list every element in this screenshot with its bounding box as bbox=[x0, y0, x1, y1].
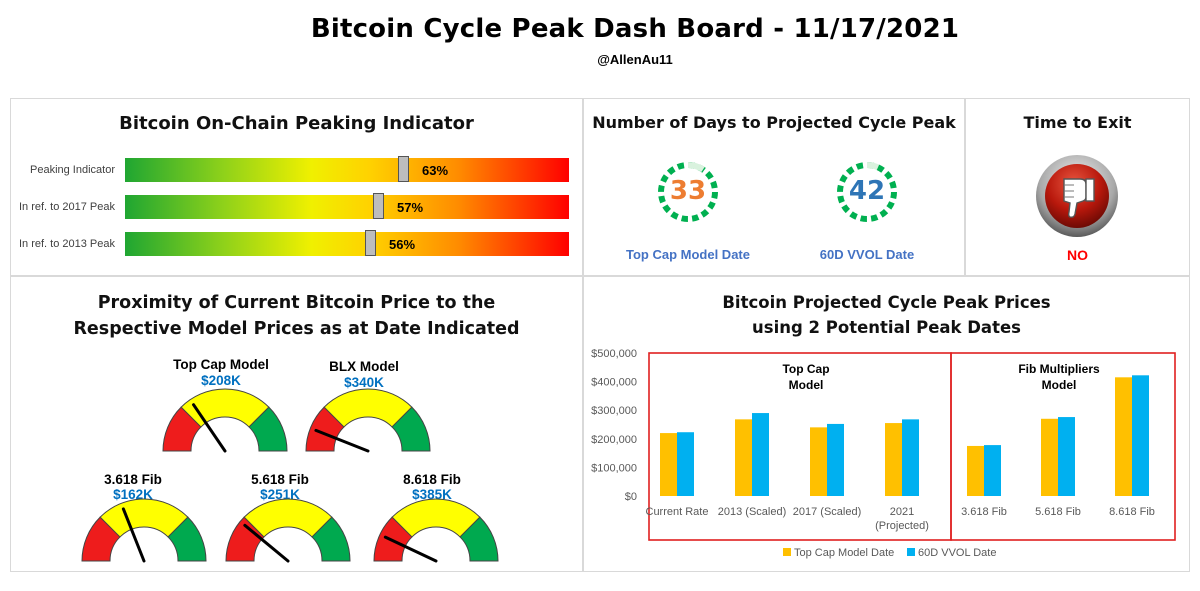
fib-group-box bbox=[950, 352, 1176, 541]
legend-label: Top Cap Model Date bbox=[794, 547, 894, 559]
days-top-cap-label: Top Cap Model Date bbox=[626, 247, 750, 262]
gauge-green-zone bbox=[167, 516, 207, 562]
bar-value: 56% bbox=[389, 237, 416, 252]
gauge-price: $162K bbox=[113, 487, 153, 502]
gauge-price: $208K bbox=[201, 373, 241, 388]
bar bbox=[735, 419, 752, 496]
gauge-price: $340K bbox=[344, 375, 384, 390]
x-tick-label: (Projected) bbox=[875, 520, 929, 532]
proximity-title-line1: Proximity of Current Bitcoin Price to th… bbox=[97, 293, 496, 313]
y-tick-label: $500,000 bbox=[591, 348, 637, 360]
bar bbox=[1058, 417, 1075, 496]
y-tick-label: $100,000 bbox=[591, 462, 637, 474]
bar-marker bbox=[398, 156, 409, 182]
x-tick-label: 3.618 Fib bbox=[961, 506, 1007, 518]
bar bbox=[827, 423, 844, 496]
peaking-indicator-bar: 63% bbox=[125, 156, 569, 182]
days-vvol-value: 42 bbox=[848, 176, 886, 206]
bar bbox=[1132, 375, 1149, 496]
bar-value: 63% bbox=[422, 163, 449, 178]
page-subtitle: @AllenAu11 bbox=[597, 52, 673, 67]
projected-bar-chart: Top Cap Model Fib Multipliers Model $0 $1… bbox=[591, 348, 1176, 559]
group-label-top-cap: Top Cap bbox=[782, 362, 829, 376]
x-tick-label: 2013 (Scaled) bbox=[718, 506, 787, 518]
bar bbox=[1041, 418, 1058, 496]
gauge-needle bbox=[243, 523, 290, 563]
bar-marker bbox=[365, 230, 376, 256]
x-tick-label: 8.618 Fib bbox=[1109, 506, 1155, 518]
exit-status: NO bbox=[1067, 247, 1088, 263]
vvol-dial-icon bbox=[837, 161, 897, 222]
x-tick-label: 5.618 Fib bbox=[1035, 506, 1081, 518]
gauge-price: $385K bbox=[412, 487, 452, 502]
gauge-title: 8.618 Fib bbox=[403, 472, 461, 487]
bar-value: 57% bbox=[397, 200, 424, 215]
gauge-needle bbox=[314, 428, 370, 453]
gauge-green-zone bbox=[311, 516, 351, 562]
bar bbox=[677, 432, 694, 496]
bar-label: Peaking Indicator bbox=[30, 164, 115, 176]
bar bbox=[810, 427, 827, 496]
projected-title-line2: using 2 Potential Peak Dates bbox=[752, 318, 1021, 337]
proximity-panel: Proximity of Current Bitcoin Price to th… bbox=[10, 276, 583, 572]
y-tick-label: $200,000 bbox=[591, 434, 637, 446]
ref-2017-bar: 57% bbox=[125, 193, 569, 219]
x-tick-label: 2017 (Scaled) bbox=[793, 506, 862, 518]
top-cap-dial-icon bbox=[658, 161, 718, 222]
x-tick-label: 2021 bbox=[890, 506, 914, 518]
group-label-top-cap-model: Model bbox=[789, 378, 824, 392]
gauge-green-zone bbox=[391, 406, 431, 452]
y-tick-label: $300,000 bbox=[591, 405, 637, 417]
bar bbox=[660, 433, 677, 496]
y-tick-label: $400,000 bbox=[591, 377, 637, 389]
onchain-panel: Bitcoin On-Chain Peaking Indicator Peaki… bbox=[10, 98, 583, 276]
gauge-green-zone bbox=[248, 406, 288, 452]
onchain-title: Bitcoin On-Chain Peaking Indicator bbox=[119, 113, 474, 134]
legend-label: 60D VVOL Date bbox=[918, 547, 996, 559]
y-tick-label: $0 bbox=[625, 491, 637, 503]
gauge-green-zone bbox=[459, 516, 499, 562]
fib-5618-gauge bbox=[225, 498, 351, 563]
gauge-needle bbox=[121, 507, 146, 563]
top-cap-gauge bbox=[162, 388, 288, 453]
group-label-fib: Fib Multipliers bbox=[1018, 362, 1100, 376]
fib-8618-gauge bbox=[373, 498, 499, 563]
gauge-title: 3.618 Fib bbox=[104, 472, 162, 487]
gauge-title: Top Cap Model bbox=[173, 357, 269, 372]
bar bbox=[902, 419, 919, 496]
gauge-needle bbox=[383, 535, 438, 563]
exit-title: Time to Exit bbox=[1023, 113, 1132, 132]
projected-title-line1: Bitcoin Projected Cycle Peak Prices bbox=[722, 293, 1051, 312]
gauge-needle bbox=[192, 403, 227, 453]
days-panel: Number of Days to Projected Cycle Peak 3… bbox=[583, 98, 965, 276]
x-tick-label: Current Rate bbox=[646, 506, 709, 518]
thumbs-down-icon bbox=[1036, 155, 1118, 237]
blx-gauge bbox=[305, 388, 431, 453]
legend-swatch bbox=[783, 548, 791, 556]
bar-marker bbox=[373, 193, 384, 219]
page-title: Bitcoin Cycle Peak Dash Board - 11/17/20… bbox=[310, 14, 960, 44]
bar bbox=[752, 413, 769, 496]
exit-panel: Time to Exit NO bbox=[965, 98, 1190, 276]
projected-panel: Bitcoin Projected Cycle Peak Prices usin… bbox=[583, 276, 1190, 572]
days-top-cap-value: 33 bbox=[669, 176, 707, 206]
bar-label: In ref. to 2017 Peak bbox=[18, 201, 115, 213]
ref-2013-bar: 56% bbox=[125, 230, 569, 256]
bar bbox=[967, 445, 984, 496]
fib-3618-gauge bbox=[81, 498, 207, 563]
days-title: Number of Days to Projected Cycle Peak bbox=[592, 113, 956, 132]
bar bbox=[1115, 377, 1132, 496]
proximity-title-line2: Respective Model Prices as at Date Indic… bbox=[73, 319, 520, 339]
legend-swatch bbox=[907, 548, 915, 556]
gauge-title: 5.618 Fib bbox=[251, 472, 309, 487]
gauge-price: $251K bbox=[260, 487, 300, 502]
bar bbox=[885, 423, 902, 496]
bar-label: In ref. to 2013 Peak bbox=[18, 238, 115, 250]
days-vvol-label: 60D VVOL Date bbox=[819, 247, 915, 262]
group-label-fib-model: Model bbox=[1042, 378, 1077, 392]
bar bbox=[984, 445, 1001, 496]
gauge-title: BLX Model bbox=[329, 359, 399, 374]
